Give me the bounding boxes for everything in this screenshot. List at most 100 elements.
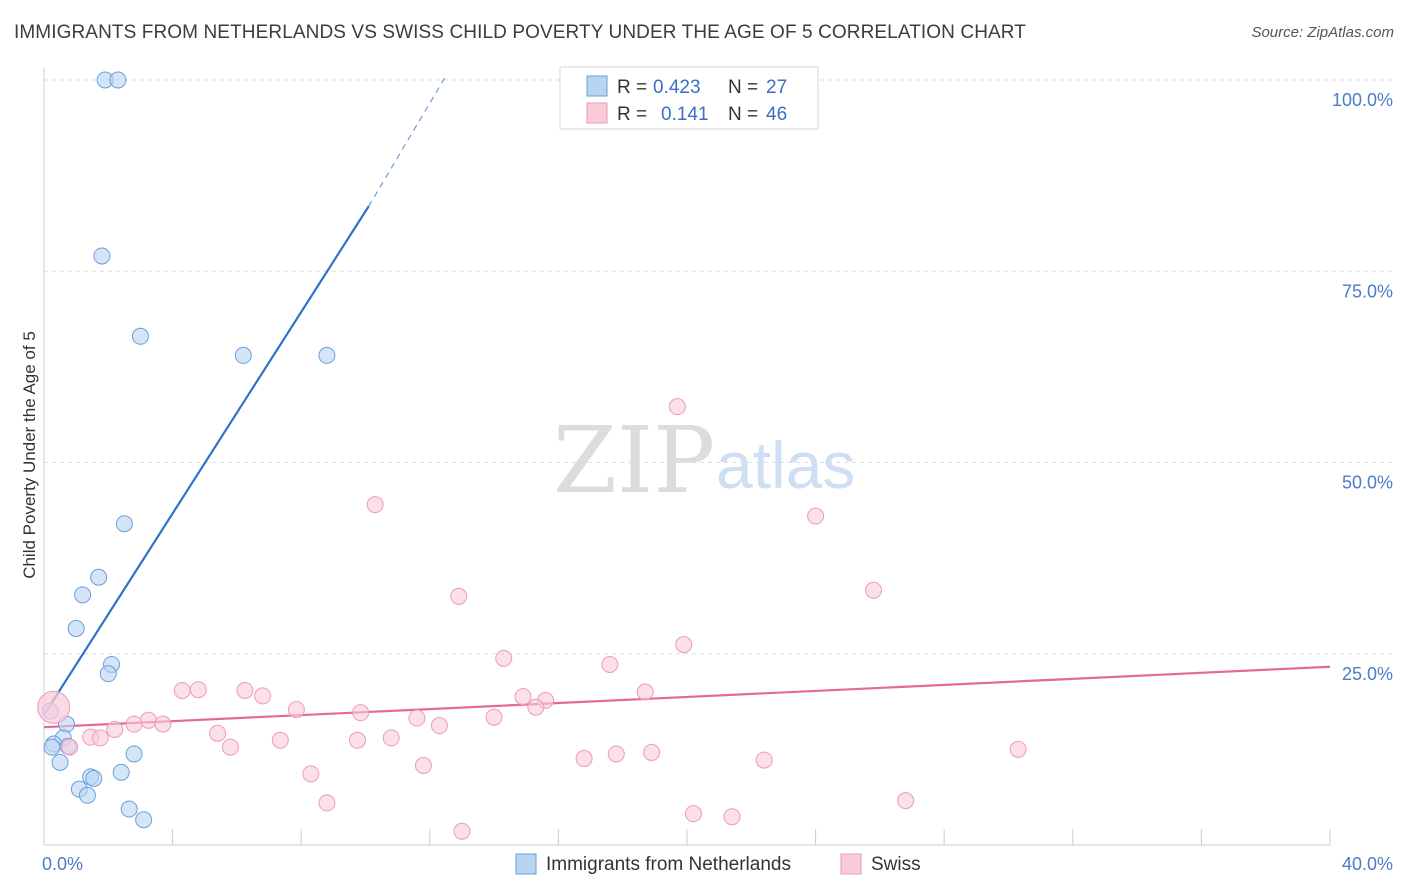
- swiss-trend-line: [43, 665, 1331, 729]
- swiss-point: [450, 587, 468, 605]
- swiss-point: [348, 731, 366, 749]
- swiss-point: [254, 687, 272, 705]
- netherlands-point: [109, 71, 127, 89]
- y-tick-label: 100.0%: [1332, 90, 1393, 110]
- swiss-point: [527, 698, 545, 716]
- watermark: ZIP atlas: [553, 407, 855, 514]
- netherlands-point: [67, 620, 85, 638]
- x-tick-label: 40.0%: [1342, 854, 1393, 874]
- swiss-point: [37, 690, 71, 724]
- swiss-point: [485, 708, 503, 726]
- legend-n-label-netherlands: N =: [728, 77, 758, 98]
- swiss-point: [607, 745, 625, 763]
- y-tick-label: 75.0%: [1342, 281, 1393, 301]
- legend-r-value-swiss: 0.141: [661, 104, 709, 125]
- swiss-point: [723, 808, 741, 826]
- legend-r-label-netherlands: R =: [617, 77, 647, 98]
- swiss-point: [125, 715, 143, 733]
- gridlines: [44, 79, 1392, 655]
- netherlands-point: [99, 665, 117, 683]
- swiss-point: [668, 398, 686, 416]
- swiss-point: [514, 688, 532, 706]
- swiss-point: [382, 729, 400, 747]
- series-legend-label-swiss: Swiss: [871, 854, 921, 875]
- series-netherlands-points: [41, 71, 336, 829]
- y-tick-labels: 25.0% 50.0% 75.0% 100.0%: [1332, 90, 1393, 684]
- swiss-point: [106, 720, 124, 738]
- netherlands-point: [51, 753, 69, 771]
- legend-swatch-swiss: [586, 102, 608, 124]
- watermark-zip: ZIP: [553, 407, 715, 514]
- chart-title: IMMIGRANTS FROM NETHERLANDS VS SWISS CHI…: [14, 22, 1026, 43]
- legend-r-label-swiss: R =: [617, 104, 647, 125]
- swiss-point: [61, 738, 79, 756]
- legend-n-value-netherlands: 27: [766, 77, 787, 98]
- x-tick-label: 0.0%: [42, 854, 83, 874]
- netherlands-point: [90, 568, 108, 586]
- legend-n-value-swiss: 46: [766, 104, 787, 125]
- netherlands-point: [74, 586, 92, 604]
- netherlands-point: [318, 346, 336, 364]
- legend-r-value-netherlands: 0.423: [653, 77, 701, 98]
- swiss-point: [414, 756, 432, 774]
- swiss-point: [91, 729, 109, 747]
- series-legend: Immigrants from Netherlands Swiss: [515, 853, 921, 875]
- swiss-point: [408, 709, 426, 727]
- swiss-point: [154, 715, 172, 733]
- netherlands-point: [112, 763, 130, 781]
- correlation-legend: R = 0.423 N = 27 R = 0.141 N = 46: [559, 66, 819, 130]
- netherlands-point: [115, 515, 133, 533]
- swiss-point: [302, 765, 320, 783]
- netherlands-point: [234, 346, 252, 364]
- netherlands-point: [125, 745, 143, 763]
- swiss-point: [209, 724, 227, 742]
- data-points: [37, 71, 1027, 840]
- netherlands-point: [43, 738, 61, 756]
- netherlands-trend-line: [43, 205, 370, 716]
- y-tick-label: 50.0%: [1342, 473, 1393, 493]
- swiss-point: [366, 496, 384, 514]
- netherlands-point: [93, 247, 111, 265]
- trend-lines: [43, 75, 1331, 729]
- swiss-point: [636, 683, 654, 701]
- swiss-point: [139, 711, 157, 729]
- netherlands-point: [131, 327, 149, 345]
- series-swiss-points: [37, 398, 1027, 840]
- swiss-point: [643, 743, 661, 761]
- watermark-atlas: atlas: [716, 428, 855, 502]
- swiss-point: [430, 717, 448, 735]
- legend-swatch-netherlands: [586, 75, 608, 97]
- swiss-point: [864, 581, 882, 599]
- swiss-point: [675, 636, 693, 654]
- netherlands-point: [120, 800, 138, 818]
- swiss-point: [221, 738, 239, 756]
- netherlands-trend-extension: [368, 75, 447, 207]
- swiss-point: [755, 751, 773, 769]
- series-legend-swatch-netherlands: [515, 853, 537, 875]
- swiss-point: [189, 681, 207, 699]
- swiss-point: [575, 750, 593, 768]
- swiss-point: [807, 507, 825, 525]
- y-axis-title: Child Poverty Under the Age of 5: [20, 331, 39, 579]
- swiss-point: [271, 731, 289, 749]
- swiss-point: [897, 792, 915, 810]
- swiss-point: [318, 794, 336, 812]
- swiss-point: [601, 655, 619, 673]
- swiss-point: [495, 649, 513, 667]
- series-legend-swatch-swiss: [840, 853, 862, 875]
- swiss-point: [684, 805, 702, 823]
- series-legend-label-netherlands: Immigrants from Netherlands: [546, 854, 791, 875]
- chart-source: Source: ZipAtlas.com: [1251, 24, 1394, 41]
- swiss-point: [173, 681, 191, 699]
- netherlands-point: [78, 786, 96, 804]
- y-tick-label: 25.0%: [1342, 664, 1393, 684]
- x-tick-labels: 0.0% 40.0%: [42, 854, 1393, 874]
- swiss-point: [453, 822, 471, 840]
- swiss-point: [1009, 740, 1027, 758]
- netherlands-point: [135, 811, 153, 829]
- legend-n-label-swiss: N =: [728, 104, 758, 125]
- swiss-point: [352, 704, 370, 722]
- swiss-point: [236, 681, 254, 699]
- netherlands-point: [85, 769, 103, 787]
